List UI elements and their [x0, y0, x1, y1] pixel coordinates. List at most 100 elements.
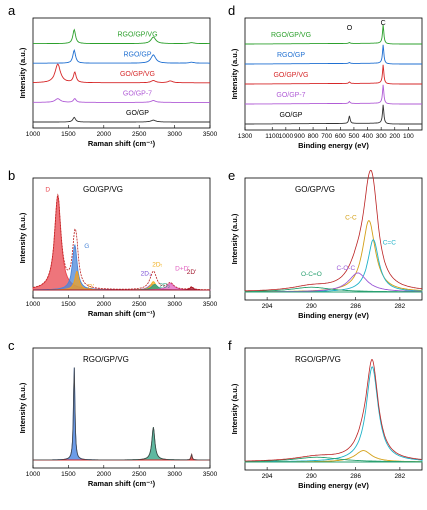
x-axis-label: Binding energy (eV): [298, 481, 369, 490]
y-axis-label: Intensity (a.u.): [230, 48, 239, 99]
series-label: RGO/GP/VG: [271, 32, 311, 39]
x-tick-label: 1300: [238, 133, 253, 140]
panel-label-e: e: [228, 168, 235, 183]
component-peak: [33, 452, 210, 461]
x-tick-label: 1000: [279, 133, 294, 140]
series-line: [245, 64, 422, 85]
x-tick-label: 3500: [203, 131, 218, 138]
x-tick-label: 294: [262, 473, 273, 480]
plot-frame: [244, 347, 423, 471]
series-label: GO/GP-7: [276, 92, 305, 99]
component-label: 2D₂: [159, 282, 170, 289]
panel-title: RGO/GP/VG: [295, 355, 341, 364]
x-tick-label: 200: [389, 133, 400, 140]
series-line: [33, 48, 210, 64]
x-tick-label: 1500: [61, 471, 76, 478]
component-label: 2D': [187, 269, 197, 276]
component-label: D': [88, 283, 94, 290]
panel-title: GO/GP/VG: [295, 185, 335, 194]
y-axis-label: Intensity (a.u.): [18, 212, 27, 263]
x-tick-label: 2500: [132, 131, 147, 138]
series-line: [33, 28, 210, 45]
panel-title: GO/GP/VG: [83, 185, 123, 194]
plot-frame: [32, 17, 211, 129]
series-label: GO/GP/VG: [273, 72, 308, 79]
x-tick-label: 1000: [26, 131, 41, 138]
component-peak: [33, 367, 210, 461]
envelope-line: [245, 359, 422, 462]
x-tick-label: 900: [294, 133, 305, 140]
series-label: RGO/GP: [277, 52, 305, 59]
panel-label-a: a: [8, 3, 16, 18]
x-tick-label: 2000: [97, 131, 112, 138]
x-tick-label: 100: [403, 133, 414, 140]
x-tick-label: 286: [350, 303, 361, 310]
x-tick-label: 3000: [167, 301, 182, 308]
x-tick-label: 300: [376, 133, 387, 140]
series-line: [245, 44, 422, 65]
panel-title: RGO/GP/VG: [83, 355, 129, 364]
x-axis-label: Raman shift (cm⁻¹): [88, 479, 156, 488]
x-tick-label: 600: [335, 133, 346, 140]
x-tick-label: 2500: [132, 471, 147, 478]
panel-d: 1300 1100 1000 900 800 700 600 500 400 300 200 100 B…: [230, 17, 423, 150]
x-tick-label: 3000: [167, 131, 182, 138]
x-tick-label: 400: [362, 133, 373, 140]
component-label: C-O-C: [336, 265, 355, 272]
component-peak: [244, 286, 423, 293]
series-label: GO/GP-7: [123, 91, 152, 98]
series-label: GO/GP: [280, 112, 303, 119]
series-label: RGO/GP/VG: [117, 32, 157, 39]
x-tick-label: 1500: [61, 131, 76, 138]
annotation-o: O: [347, 25, 353, 32]
plot-frame: [244, 17, 423, 131]
panel-label-d: d: [228, 3, 235, 18]
component-label: 2Dₜ: [152, 262, 162, 269]
x-tick-label: 282: [394, 473, 405, 480]
x-tick-label: 3500: [203, 471, 218, 478]
component-peak: [33, 286, 210, 291]
plot-frame: [32, 347, 211, 469]
component-peak: [244, 239, 423, 293]
x-tick-label: 290: [306, 473, 317, 480]
x-tick-label: 2000: [97, 471, 112, 478]
x-axis-label: Raman shift (cm⁻¹): [88, 139, 156, 148]
x-axis-label: Raman shift (cm⁻¹): [88, 309, 156, 318]
component-label: O-C=O: [301, 271, 322, 278]
y-axis-label: Intensity (a.u.): [18, 47, 27, 98]
x-tick-label: 282: [394, 303, 405, 310]
series-line: [33, 98, 210, 103]
x-tick-label: 800: [308, 133, 319, 140]
x-tick-label: 3000: [167, 471, 182, 478]
y-axis-label: Intensity (a.u.): [18, 382, 27, 433]
x-tick-label: 1000: [26, 301, 41, 308]
component-peak: [244, 366, 423, 463]
x-axis-label: Binding energy (eV): [298, 141, 369, 150]
component-label: 2D₁: [141, 270, 152, 277]
annotation-c: C: [381, 20, 386, 27]
x-tick-label: 294: [262, 303, 273, 310]
plot-frame: [32, 177, 211, 299]
panel-label-b: b: [8, 168, 15, 183]
x-axis-label: Binding energy (eV): [298, 311, 369, 320]
x-tick-label: 700: [321, 133, 332, 140]
component-peak: [244, 456, 423, 463]
panel-e: 294 290 286 282 Binding energy (eV) Intensity…: [230, 169, 423, 320]
envelope-line: [33, 367, 210, 461]
series-line: [33, 63, 210, 84]
component-label: C=C: [383, 240, 396, 247]
panel-label-f: f: [228, 338, 232, 353]
x-tick-label: 500: [348, 133, 359, 140]
series-label: GO/GP: [126, 110, 149, 117]
x-tick-label: 290: [306, 303, 317, 310]
plot-frame: [244, 177, 423, 301]
envelope-line: [32, 193, 210, 291]
component-peak: [33, 427, 210, 461]
component-label: C-C: [345, 215, 357, 222]
x-tick-label: 1500: [61, 301, 76, 308]
x-tick-label: 1000: [26, 471, 41, 478]
panel-a: 1000 1500 2000 2500 3000 3500 Raman shift (cm⁻…: [18, 17, 218, 148]
component-label: G: [84, 243, 89, 250]
x-tick-label: 2500: [132, 301, 147, 308]
